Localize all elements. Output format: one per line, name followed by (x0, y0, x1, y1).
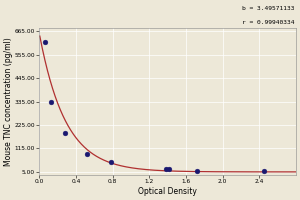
Point (164, 167, 168, 171)
Point (194, 169, 199, 172)
Point (85, 152, 89, 155)
Text: r = 0.99940334: r = 0.99940334 (242, 20, 294, 25)
Y-axis label: Mouse TNC concentration (pg/ml): Mouse TNC concentration (pg/ml) (4, 37, 13, 166)
Point (108, 160, 113, 163)
Point (167, 168, 172, 171)
Point (42, 40, 47, 44)
Point (261, 170, 266, 173)
Point (49, 100, 54, 103)
Point (63, 132, 68, 135)
X-axis label: Optical Density: Optical Density (138, 187, 197, 196)
Text: b = 3.49571133: b = 3.49571133 (242, 6, 294, 11)
